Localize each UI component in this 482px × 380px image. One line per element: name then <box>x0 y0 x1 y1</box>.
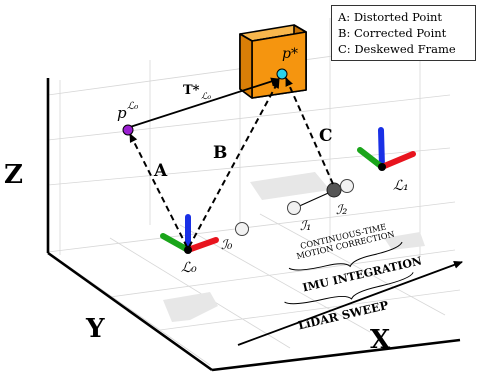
transform-label: T* <box>183 83 200 98</box>
imu-track <box>235 179 354 236</box>
distorted-point-superscript: ℒ₀ <box>127 101 138 112</box>
imu-label-i0: ℐ₀ <box>221 238 233 253</box>
brace-imu <box>284 272 414 305</box>
axis-label-x: X <box>370 325 391 355</box>
frame-l1 <box>357 127 416 171</box>
arrow-b <box>188 79 280 248</box>
ghost-shadows <box>163 172 425 322</box>
corrected-point <box>276 68 288 80</box>
legend-item-b: B: Corrected Point <box>338 26 447 40</box>
transform-arrow <box>129 77 280 128</box>
imu-integration-label: IMU INTEGRATION <box>301 254 423 294</box>
imu-node-i3 <box>340 179 354 193</box>
arrow-label-a: A <box>153 161 168 181</box>
imu-label-i1: ℐ₁ <box>300 219 311 234</box>
transform-subscript: ℒ₀ <box>201 92 211 102</box>
distorted-point <box>122 124 134 136</box>
legend: A: Distorted Point B: Corrected Point C:… <box>331 5 476 61</box>
axis-frame <box>46 78 461 372</box>
imu-label-i2: ℐ₂ <box>336 203 347 218</box>
arrow-label-b: B <box>213 143 227 163</box>
brace-motion <box>288 241 403 271</box>
corrected-frame-cube <box>239 24 307 99</box>
axis-label-z: Z <box>4 160 23 190</box>
legend-item-a: A: Distorted Point <box>338 10 443 24</box>
imu-node-i2 <box>326 182 342 198</box>
imu-node-i0 <box>235 222 249 236</box>
imu-node-i1 <box>287 201 301 215</box>
frame-label-l1: ℒ₁ <box>393 178 409 194</box>
arrow-label-c: C <box>319 126 333 146</box>
frame-l0 <box>160 214 219 254</box>
legend-item-c: C: Deskewed Frame <box>338 42 456 56</box>
arrow-a <box>129 133 188 248</box>
axis-label-y: Y <box>85 314 105 344</box>
distorted-point-label: p <box>117 104 127 122</box>
lidar-sweep-arrow <box>237 261 463 346</box>
frame-label-l0: ℒ₀ <box>181 260 197 276</box>
corrected-point-label: p* <box>282 46 298 62</box>
